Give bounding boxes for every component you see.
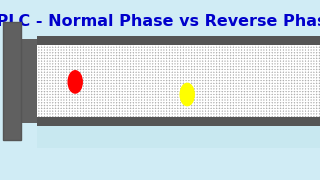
Bar: [37, 45, 320, 117]
Ellipse shape: [180, 83, 194, 106]
Ellipse shape: [68, 71, 82, 93]
Bar: [37, 36, 320, 45]
Text: HPLC - Normal Phase vs Reverse Phase: HPLC - Normal Phase vs Reverse Phase: [0, 14, 320, 29]
Bar: [21, 39, 37, 123]
Bar: [37, 45, 320, 117]
Bar: [37, 126, 320, 148]
Bar: [3, 22, 21, 140]
Bar: [37, 117, 320, 126]
